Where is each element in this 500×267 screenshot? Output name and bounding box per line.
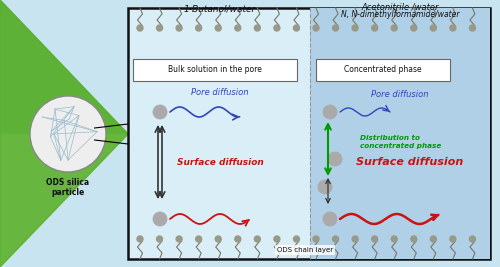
Circle shape [470, 236, 476, 242]
Circle shape [313, 25, 319, 31]
Circle shape [274, 236, 280, 242]
Text: Surface diffusion: Surface diffusion [176, 158, 264, 167]
Circle shape [450, 236, 456, 242]
Circle shape [332, 25, 338, 31]
Circle shape [137, 236, 143, 242]
Text: Concentrated phase: Concentrated phase [344, 65, 422, 74]
Circle shape [391, 25, 397, 31]
Polygon shape [0, 0, 128, 267]
Polygon shape [0, 134, 128, 267]
Circle shape [411, 236, 417, 242]
Circle shape [430, 236, 436, 242]
Circle shape [235, 25, 241, 31]
Text: Acetonitrile /water: Acetonitrile /water [361, 2, 439, 11]
Circle shape [176, 236, 182, 242]
Circle shape [332, 236, 338, 242]
Circle shape [391, 236, 397, 242]
Bar [310, 8, 490, 259]
Circle shape [235, 236, 241, 242]
Circle shape [313, 236, 319, 242]
Circle shape [430, 25, 436, 31]
Circle shape [450, 25, 456, 31]
Text: 1-Butanol/water: 1-Butanol/water [184, 5, 256, 14]
FancyBboxPatch shape [316, 59, 450, 81]
Circle shape [318, 180, 332, 194]
Circle shape [137, 25, 143, 31]
Circle shape [215, 25, 221, 31]
Circle shape [156, 236, 162, 242]
Circle shape [470, 25, 476, 31]
Circle shape [372, 236, 378, 242]
Text: ODS silica
particle: ODS silica particle [46, 178, 90, 197]
Bar [128, 8, 490, 259]
Polygon shape [0, 0, 128, 134]
FancyBboxPatch shape [133, 59, 297, 81]
Circle shape [352, 236, 358, 242]
Circle shape [196, 236, 202, 242]
Text: Surface diffusion: Surface diffusion [356, 157, 464, 167]
Circle shape [323, 105, 337, 119]
Circle shape [352, 25, 358, 31]
Circle shape [294, 236, 300, 242]
Circle shape [254, 25, 260, 31]
Circle shape [294, 25, 300, 31]
Circle shape [254, 236, 260, 242]
Text: Distribution to
concentrated phase: Distribution to concentrated phase [360, 135, 442, 148]
Text: ODS chain layer: ODS chain layer [277, 247, 333, 253]
Circle shape [323, 212, 337, 226]
Circle shape [153, 212, 167, 226]
Text: Pore diffusion: Pore diffusion [191, 88, 249, 97]
Circle shape [176, 25, 182, 31]
Circle shape [153, 105, 167, 119]
Circle shape [215, 236, 221, 242]
Circle shape [372, 25, 378, 31]
Circle shape [274, 25, 280, 31]
Text: Pore diffusion: Pore diffusion [371, 90, 429, 99]
Circle shape [196, 25, 202, 31]
Circle shape [30, 96, 106, 172]
Text: Bulk solution in the pore: Bulk solution in the pore [168, 65, 262, 74]
Circle shape [411, 25, 417, 31]
Circle shape [328, 152, 342, 166]
Circle shape [156, 25, 162, 31]
Text: N, N-dimethylformamide/water: N, N-dimethylformamide/water [341, 10, 459, 19]
